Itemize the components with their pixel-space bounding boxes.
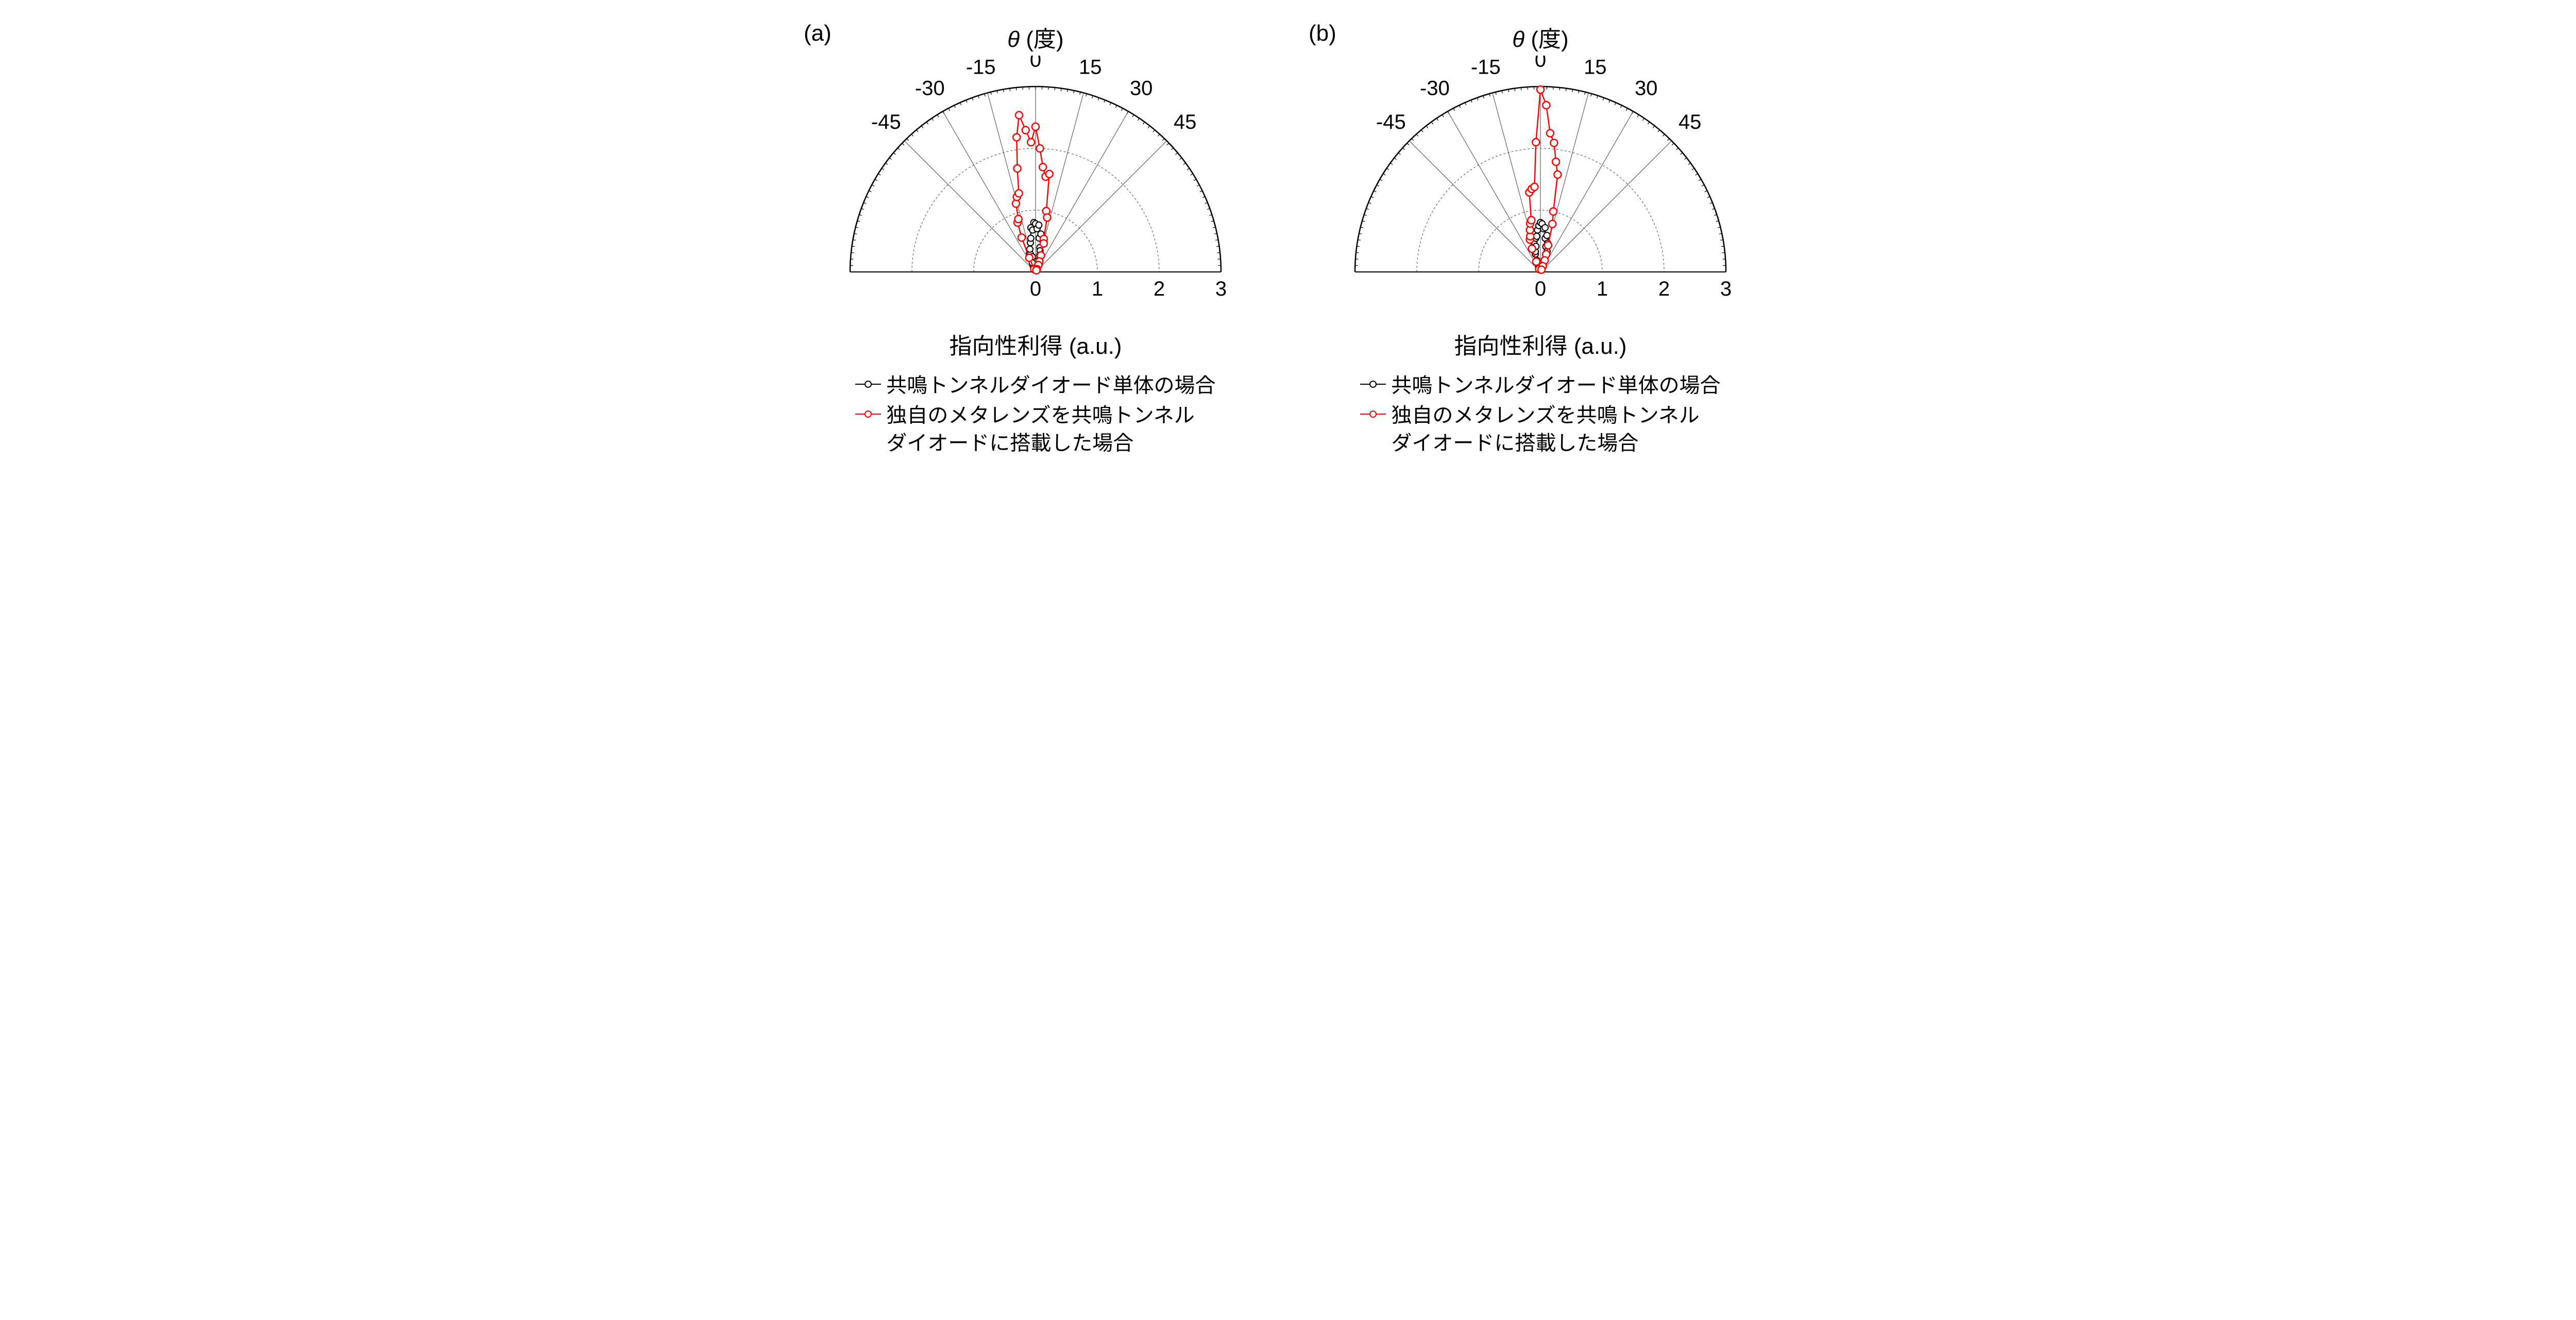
legend-a-row-0: 共鳴トンネルダイオード単体の場合: [855, 372, 1215, 400]
svg-text:0: 0: [1535, 278, 1546, 300]
svg-text:0: 0: [1030, 278, 1041, 300]
svg-text:30: 30: [1130, 77, 1153, 100]
panel-a-label: (a): [804, 21, 832, 46]
svg-text:1: 1: [1092, 278, 1103, 300]
legend-a-swatch-1: [855, 409, 881, 419]
svg-text:1: 1: [1597, 278, 1608, 300]
svg-text:-15: -15: [1471, 56, 1501, 79]
panel-b-xaxis-label: 指向性利得 (a.u.): [1454, 328, 1627, 361]
legend-a-row-1: 独自のメタレンズを共鳴トンネルダイオードに搭載した場合: [855, 402, 1215, 457]
svg-text:3: 3: [1720, 278, 1732, 300]
svg-text:15: 15: [1584, 56, 1607, 79]
panel-a-legend: 共鳴トンネルダイオード単体の場合 独自のメタレンズを共鳴トンネルダイオードに搭載…: [855, 370, 1215, 459]
figure-row: (a) θ (度) -45-30-1501530450123 指向性利得 (a.…: [0, 0, 2576, 480]
svg-text:-15: -15: [966, 56, 996, 79]
legend-a-swatch-0: [855, 379, 881, 389]
svg-text:30: 30: [1635, 77, 1658, 100]
svg-text:0: 0: [1030, 56, 1041, 72]
legend-b-swatch-1: [1360, 409, 1386, 419]
svg-text:15: 15: [1079, 56, 1102, 79]
panel-b-theta-symbol: θ: [1512, 27, 1524, 52]
panel-a-theta-unit: (度): [1026, 27, 1063, 52]
svg-text:0: 0: [1535, 56, 1546, 72]
panel-b-label: (b): [1309, 21, 1336, 46]
panel-b: (b) θ (度) -45 -30 -15 0 15 30 45 0 1 2 3 指向性利得 (a.…: [1309, 21, 1772, 459]
polar-chart-a: -45 -30 -15 0 15 30 45 0 1 2 3: [804, 56, 1267, 323]
svg-text:-30: -30: [1420, 77, 1450, 100]
panel-b-theta-unit: (度): [1531, 27, 1568, 52]
svg-text:45: 45: [1679, 111, 1702, 133]
svg-text:2: 2: [1154, 278, 1165, 300]
legend-b-swatch-0: [1360, 379, 1386, 389]
svg-text:-30: -30: [915, 77, 945, 100]
legend-b-row-0: 共鳴トンネルダイオード単体の場合: [1360, 372, 1720, 400]
svg-text:45: 45: [1174, 111, 1197, 133]
panel-a: (a) θ (度) -45 -30 -15 0 15 30 45 0 1 2 3 指向性利得 (a.…: [804, 21, 1267, 459]
svg-text:3: 3: [1215, 278, 1227, 300]
svg-text:2: 2: [1658, 278, 1670, 300]
panel-a-theta-symbol: θ: [1007, 27, 1020, 52]
legend-a-text-1: 独自のメタレンズを共鳴トンネルダイオードに搭載した場合: [886, 402, 1215, 457]
panel-b-theta-title: θ (度): [1512, 21, 1568, 54]
legend-b-row-1: 独自のメタレンズを共鳴トンネルダイオードに搭載した場合: [1360, 402, 1720, 457]
polar-chart-b: -45 -30 -15 0 15 30 45 0 1 2 3: [1309, 56, 1772, 323]
svg-text:-45: -45: [871, 111, 901, 133]
legend-b-text-0: 共鳴トンネルダイオード単体の場合: [1391, 372, 1720, 400]
legend-a-text-0: 共鳴トンネルダイオード単体の場合: [886, 372, 1215, 400]
legend-b-text-1: 独自のメタレンズを共鳴トンネルダイオードに搭載した場合: [1391, 402, 1720, 457]
panel-a-theta-title: θ (度): [1007, 21, 1063, 54]
panel-b-legend: 共鳴トンネルダイオード単体の場合 独自のメタレンズを共鳴トンネルダイオードに搭載…: [1360, 370, 1720, 459]
panel-a-xaxis-label: 指向性利得 (a.u.): [950, 328, 1122, 361]
svg-text:-45: -45: [1376, 111, 1406, 133]
